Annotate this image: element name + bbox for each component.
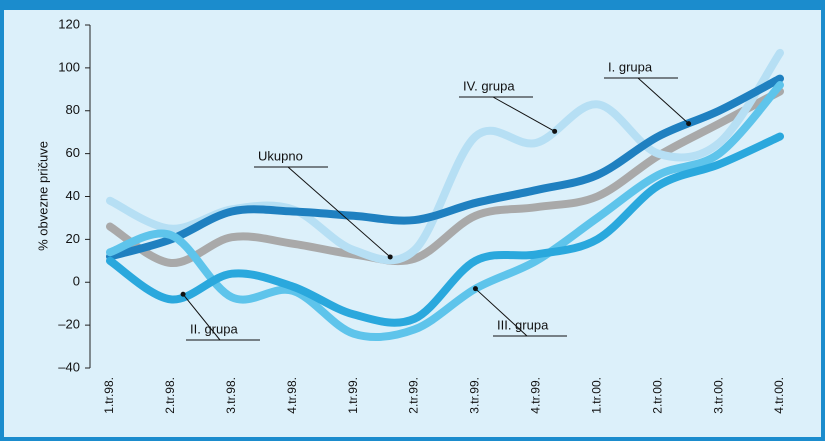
y-tick-label: 20 xyxy=(66,231,80,246)
line-series xyxy=(106,74,784,261)
x-tick-label: 4.tr.99. xyxy=(529,377,543,414)
y-tick-label: 40 xyxy=(66,188,80,203)
x-tick-label: 1.tr.00. xyxy=(589,377,603,414)
leader-dot xyxy=(180,291,186,297)
line-series xyxy=(106,132,784,327)
series-label: III. grupa xyxy=(497,317,549,332)
line-series xyxy=(106,87,784,267)
leader-dot xyxy=(686,121,692,127)
line-series xyxy=(106,81,784,342)
y-tick-label: –40 xyxy=(58,359,80,374)
x-tick-label: 2.tr.98. xyxy=(163,377,177,414)
x-tick-label: 4.tr.00. xyxy=(772,377,786,414)
series-label: Ukupno xyxy=(258,148,303,163)
x-tick-label: 3.tr.00. xyxy=(711,377,725,414)
x-tick-label: 1.tr.99. xyxy=(346,377,360,414)
y-tick-label: 0 xyxy=(73,274,80,289)
x-tick-label: 2.tr.99. xyxy=(407,377,421,414)
leader-line xyxy=(287,166,391,258)
leader-line xyxy=(182,293,221,341)
x-tick-label: 4.tr.98. xyxy=(285,377,299,414)
y-tick-label: –20 xyxy=(58,317,80,332)
series-label: I. grupa xyxy=(608,59,653,74)
y-tick-label: 80 xyxy=(66,102,80,117)
leader-dot xyxy=(387,254,393,260)
series-label: IV. grupa xyxy=(463,78,515,93)
leader-dot xyxy=(552,128,558,134)
x-tick-label: 1.tr.98. xyxy=(102,377,116,414)
y-tick-label: 120 xyxy=(58,16,80,31)
leader-line xyxy=(637,77,689,124)
x-tick-label: 3.tr.98. xyxy=(224,377,238,414)
x-tick-label: 3.tr.99. xyxy=(468,377,482,414)
y-tick-label: 100 xyxy=(58,59,80,74)
y-axis-label: % obvezne pričuve xyxy=(35,141,50,251)
leader-line xyxy=(475,288,528,337)
series-label: II. grupa xyxy=(190,321,238,336)
leader-line xyxy=(492,96,555,132)
y-tick-label: 60 xyxy=(66,145,80,160)
x-tick-label: 2.tr.00. xyxy=(650,377,664,414)
leader-dot xyxy=(472,286,478,292)
